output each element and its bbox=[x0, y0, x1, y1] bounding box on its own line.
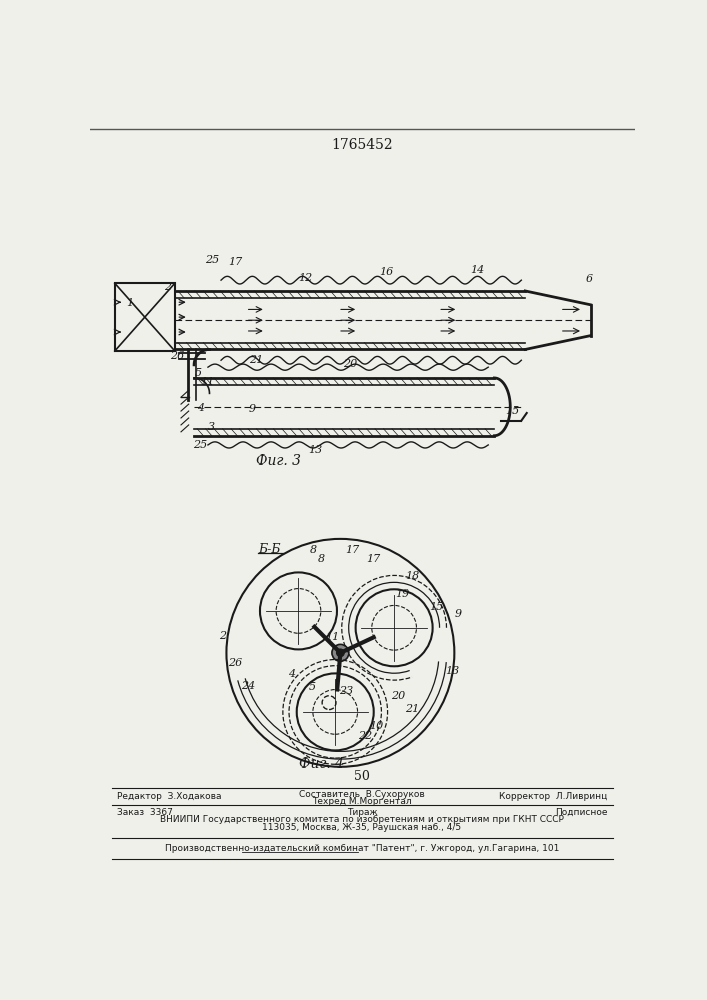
Text: 17: 17 bbox=[228, 257, 242, 267]
Text: 6: 6 bbox=[585, 274, 592, 284]
Text: Техред М.Моргентал: Техред М.Моргентал bbox=[312, 797, 411, 806]
Text: 4: 4 bbox=[288, 669, 296, 679]
Text: 25: 25 bbox=[193, 440, 207, 450]
Text: 22: 22 bbox=[358, 731, 372, 741]
Text: Тираж: Тираж bbox=[346, 808, 378, 817]
Text: 1765452: 1765452 bbox=[331, 138, 393, 152]
Text: Заказ  3367: Заказ 3367 bbox=[117, 808, 173, 817]
Text: 8: 8 bbox=[310, 545, 317, 555]
Text: Подписное: Подписное bbox=[555, 808, 607, 817]
Text: 50: 50 bbox=[354, 770, 370, 783]
Text: 16: 16 bbox=[380, 267, 394, 277]
Text: 21: 21 bbox=[405, 704, 419, 714]
Text: Корректор  Л.Ливринц: Корректор Л.Ливринц bbox=[499, 792, 607, 801]
Text: 9: 9 bbox=[455, 609, 462, 619]
Circle shape bbox=[337, 649, 344, 657]
Text: Б-Б: Б-Б bbox=[258, 543, 281, 556]
Text: 15: 15 bbox=[505, 406, 519, 416]
Text: 8: 8 bbox=[317, 554, 325, 564]
Text: 2: 2 bbox=[163, 282, 170, 292]
Text: 23: 23 bbox=[339, 686, 353, 696]
Text: 11: 11 bbox=[325, 632, 340, 642]
Text: 4: 4 bbox=[197, 403, 204, 413]
Text: 26: 26 bbox=[228, 658, 242, 668]
Text: Фиг. 3: Фиг. 3 bbox=[257, 454, 301, 468]
Text: 3: 3 bbox=[209, 422, 216, 432]
Text: 24: 24 bbox=[241, 681, 255, 691]
Text: 26: 26 bbox=[170, 351, 185, 361]
Text: Производственно-издательский комбинат "Патент", г. Ужгород, ул.Гагарина, 101: Производственно-издательский комбинат "П… bbox=[165, 844, 559, 853]
Text: 113035, Москва, Ж-35, Раушская наб., 4/5: 113035, Москва, Ж-35, Раушская наб., 4/5 bbox=[262, 823, 462, 832]
Text: 9: 9 bbox=[248, 404, 255, 414]
Text: Фиг. 4: Фиг. 4 bbox=[298, 757, 344, 771]
Text: 12: 12 bbox=[298, 273, 313, 283]
Text: 15: 15 bbox=[430, 602, 444, 612]
Text: 25: 25 bbox=[205, 255, 219, 265]
Text: 11: 11 bbox=[200, 377, 214, 387]
Text: 13: 13 bbox=[309, 445, 323, 455]
Text: 19: 19 bbox=[395, 589, 409, 599]
Text: 13: 13 bbox=[445, 666, 459, 676]
Text: 17: 17 bbox=[366, 554, 380, 564]
Text: 2: 2 bbox=[219, 631, 226, 641]
Text: 18: 18 bbox=[405, 571, 419, 581]
Text: 17: 17 bbox=[345, 545, 359, 555]
Text: 5: 5 bbox=[308, 682, 315, 692]
Text: Составитель  В.Сухоруков: Составитель В.Сухоруков bbox=[299, 790, 425, 799]
Circle shape bbox=[332, 644, 349, 661]
Text: 21: 21 bbox=[249, 355, 263, 365]
Text: Редактор  З.Ходакова: Редактор З.Ходакова bbox=[117, 792, 221, 801]
Text: 14: 14 bbox=[470, 265, 484, 275]
Text: 20: 20 bbox=[391, 691, 405, 701]
Bar bbox=[115, 283, 175, 351]
Text: ВНИИПИ Государственного комитета по изобретениям и открытиям при ГКНТ СССР: ВНИИПИ Государственного комитета по изоб… bbox=[160, 815, 564, 824]
Text: 20: 20 bbox=[344, 359, 358, 369]
Text: 1: 1 bbox=[127, 298, 134, 308]
Text: 5: 5 bbox=[194, 368, 201, 378]
Text: 10: 10 bbox=[370, 721, 384, 731]
